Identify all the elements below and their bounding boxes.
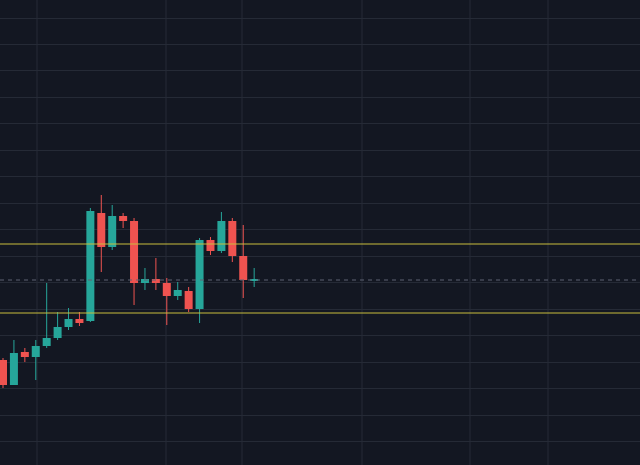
candle-body — [140, 279, 149, 283]
candle-body — [250, 279, 259, 281]
candle-body — [53, 327, 62, 338]
candle-body — [162, 283, 171, 296]
candle-body — [130, 221, 139, 283]
candle-body — [31, 346, 40, 357]
candle-body — [173, 290, 182, 296]
candle-body — [151, 279, 160, 283]
candle-body — [64, 319, 73, 327]
candle-body — [217, 221, 226, 251]
candle-body — [228, 221, 237, 256]
candle-body — [108, 216, 117, 247]
candle-body — [9, 353, 18, 385]
vertical-grid — [36, 0, 549, 465]
candle-body — [75, 319, 84, 323]
candle-body — [86, 211, 95, 321]
candle-body — [20, 352, 29, 357]
candle-body — [206, 240, 215, 251]
candle-body — [239, 256, 248, 280]
candle-body — [42, 338, 51, 346]
candle-body — [0, 360, 7, 385]
candle-body — [195, 240, 204, 309]
candle-body — [184, 291, 193, 309]
candle-body — [97, 213, 106, 247]
candle-body — [119, 216, 128, 221]
